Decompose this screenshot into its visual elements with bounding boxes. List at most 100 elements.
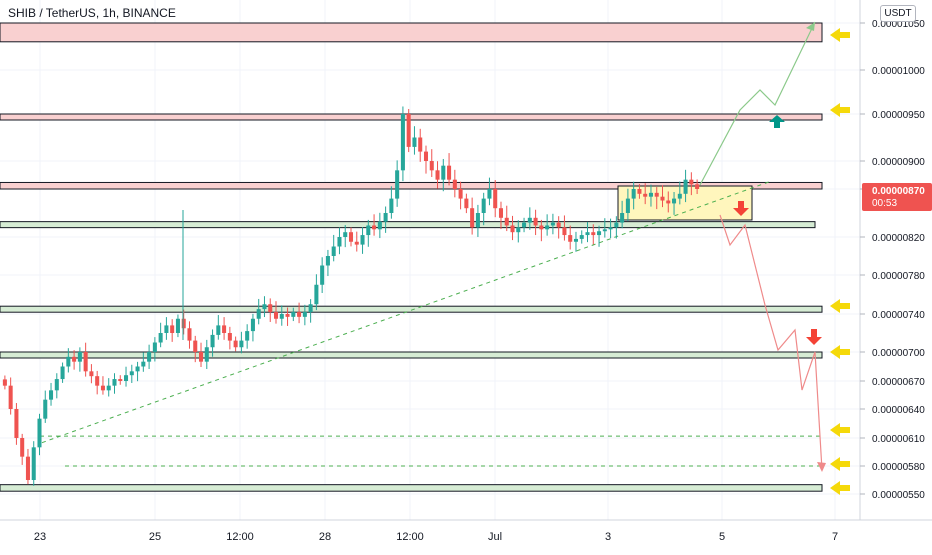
candle-body: [222, 325, 227, 333]
candle-body: [210, 334, 215, 348]
zones-layer: [0, 22, 823, 492]
candle-body: [83, 352, 88, 372]
current-price-badge: [862, 183, 932, 211]
candle-body: [147, 352, 152, 362]
projection-down-arrowhead: [817, 462, 826, 472]
candle-body: [395, 170, 400, 199]
candle-body: [510, 225, 515, 233]
zone-resistance: [0, 113, 823, 121]
candle-body: [112, 379, 117, 386]
candle-body: [331, 246, 336, 256]
candle-body: [695, 184, 700, 189]
time-tick-label: 25: [149, 531, 161, 543]
candle-body: [66, 356, 71, 367]
candle-body: [412, 137, 417, 147]
candle-body: [302, 312, 307, 317]
candle-body: [204, 347, 209, 362]
candle-body: [285, 314, 290, 317]
chart-title: SHIB / TetherUS, 1h, BINANCE: [8, 6, 176, 20]
zone-support: [0, 221, 816, 229]
candle-body: [360, 235, 365, 245]
candle-body: [348, 232, 354, 242]
countdown-label: 00:53: [872, 198, 897, 209]
candle-body: [60, 366, 65, 380]
price-tick-label: 0.00000640: [872, 405, 925, 416]
candle-body: [193, 340, 198, 352]
candle-body: [493, 189, 498, 209]
target-arrow-icon: [830, 103, 850, 117]
candle-body: [539, 225, 544, 230]
candle-body: [389, 198, 394, 213]
candle-body: [498, 208, 504, 218]
candle-body: [418, 137, 423, 152]
candle-body: [31, 447, 36, 480]
candle-body: [273, 312, 279, 319]
zone-support: [0, 351, 823, 359]
candle-body: [233, 340, 238, 348]
candle-body: [654, 192, 659, 197]
candle-body: [54, 379, 59, 391]
candle-body: [14, 409, 19, 438]
candle-body: [470, 208, 475, 228]
candle-body: [135, 366, 140, 372]
price-tick-label: 0.00000780: [872, 271, 925, 282]
candle-body: [677, 193, 682, 199]
candle-body: [20, 438, 25, 457]
candle-body: [447, 165, 452, 180]
candle-body: [487, 189, 492, 199]
zone-resistance: [0, 181, 823, 190]
candle-body: [77, 352, 82, 362]
annotations-layer: [699, 21, 850, 495]
time-tick-label: 12:00: [226, 531, 254, 543]
candle-body: [95, 376, 100, 386]
time-tick-label: 23: [34, 531, 46, 543]
candle-body: [481, 198, 486, 213]
candle-body: [2, 379, 7, 386]
candle-body: [527, 217, 532, 223]
candles-layer: [2, 106, 700, 486]
candle-body: [198, 352, 204, 362]
candle-body: [683, 179, 688, 194]
candle-body: [245, 331, 250, 341]
candle-body: [562, 227, 567, 236]
candle-body: [620, 213, 625, 223]
projection-up-path: [699, 21, 816, 186]
time-tick-label: 28: [319, 531, 331, 543]
candle-body: [187, 328, 192, 341]
candle-body: [406, 114, 411, 147]
currency-badge[interactable]: USDT: [880, 5, 916, 22]
candle-body: [314, 284, 319, 305]
candle-body: [689, 179, 694, 185]
candle-body: [568, 235, 573, 242]
candle-body: [72, 356, 77, 362]
candle-body: [337, 237, 342, 247]
price-tick-label: 0.00000900: [872, 157, 925, 168]
candle-body: [637, 189, 642, 194]
zone-support: [0, 305, 823, 313]
target-arrow-icon: [830, 299, 850, 313]
candle-body: [522, 222, 527, 228]
candle-body: [227, 333, 232, 341]
time-tick-label: 3: [605, 531, 611, 543]
candle-body: [573, 238, 578, 242]
price-tick-label: 0.00000740: [872, 310, 925, 321]
axis-layer: 0.00000550 0.00000580 0.00000610 0.00000640…: [0, 0, 932, 543]
candle-body: [429, 161, 434, 171]
candle-body: [383, 213, 388, 222]
time-tick-label: 7: [832, 531, 838, 543]
down-arrow-icon: [806, 329, 822, 345]
time-tick-label: 12:00: [396, 531, 424, 543]
candle-body: [533, 217, 538, 226]
candle-body: [279, 314, 284, 319]
target-arrow-icon: [830, 481, 850, 495]
trendline: [41, 181, 771, 444]
candle-body: [625, 198, 630, 213]
candle-body: [262, 304, 267, 310]
candle-body: [106, 385, 111, 391]
candle-body: [475, 213, 480, 228]
price-tick-label: 0.00000820: [872, 233, 925, 244]
target-arrow-icon: [830, 423, 850, 437]
candle-body: [464, 198, 469, 209]
